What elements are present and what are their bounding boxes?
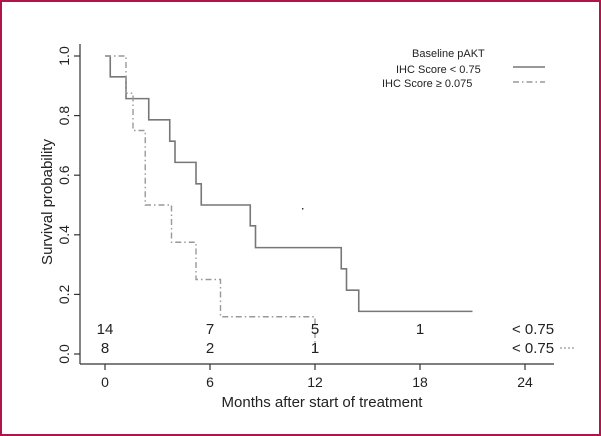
x-ticks-group: 0 6 12 18 24: [101, 364, 533, 390]
y-tick-label: 0.8: [56, 106, 72, 126]
y-tick-label: 0.6: [56, 165, 72, 185]
risk-count: 1: [416, 321, 424, 338]
risk-count: 7: [206, 321, 214, 338]
x-tick-label: 18: [412, 374, 428, 390]
y-tick-label: 0.4: [56, 225, 72, 245]
legend-title: Baseline pAKT: [412, 48, 485, 60]
y-tick-label: 1.0: [56, 46, 72, 66]
axes-group: [79, 44, 554, 365]
y-axis-label: Survival probability: [39, 139, 56, 265]
risk-count: 1: [311, 340, 319, 357]
legend: Baseline pAKT IHC Score < 0.75 IHC Score…: [382, 48, 545, 90]
x-axis-label: Months after start of treatment: [222, 394, 424, 411]
risk-count: 2: [206, 340, 214, 357]
y-tick-label: 0.2: [56, 284, 72, 304]
x-tick-label: 24: [517, 374, 533, 390]
risk-table: 14 7 5 1 < 0.75 8 2 1 < 0.75: [97, 321, 574, 357]
legend-label-low: IHC Score < 0.75: [396, 64, 481, 76]
risk-count: 5: [311, 321, 319, 338]
x-tick-label: 12: [307, 374, 323, 390]
legend-label-high: IHC Score ≥ 0.075: [382, 78, 472, 90]
risk-count: 8: [101, 340, 109, 357]
risk-count: 14: [97, 321, 114, 338]
risk-row-label: < 0.75: [512, 340, 554, 357]
y-ticks-group: 0.0 0.2 0.4 0.6 0.8 1.0: [56, 46, 80, 364]
curves-group: .: [105, 55, 473, 354]
y-tick-label: 0.0: [56, 344, 72, 364]
curve-ihc-low: [105, 55, 473, 313]
risk-row-label: < 0.75: [512, 321, 554, 338]
annotation-mark: .: [301, 196, 305, 212]
x-tick-label: 0: [101, 374, 109, 390]
x-tick-label: 6: [206, 374, 214, 390]
